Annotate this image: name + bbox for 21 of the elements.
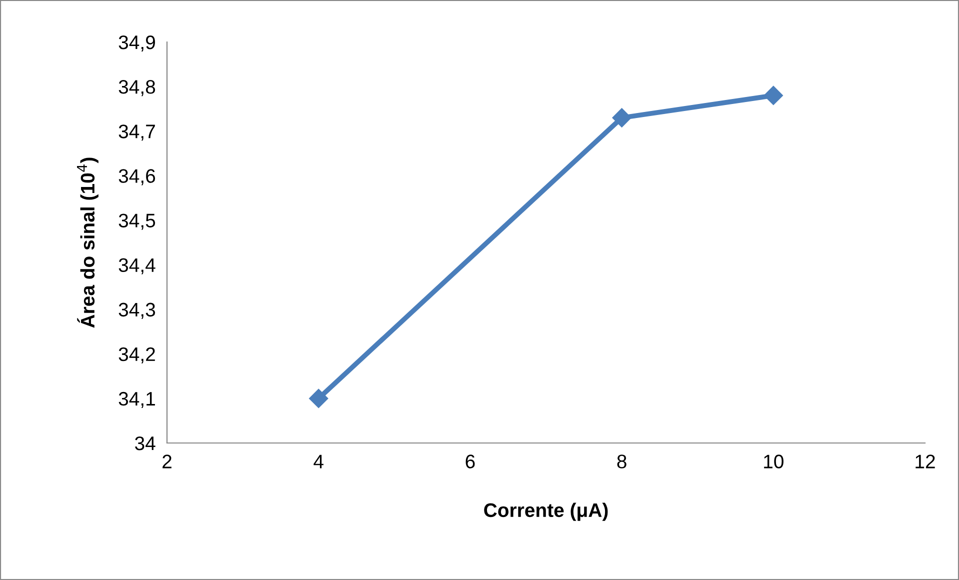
y-tick-label: 34,5 [118,214,156,230]
x-tick-label: 8 [617,454,626,468]
y-tick-label: 34 [135,436,156,450]
y-tick-label: 34,9 [118,35,155,52]
y-tick-label: 34,6 [118,169,156,186]
x-tick-label: 10 [764,454,784,468]
x-tick-label: 2 [162,454,172,468]
y-tick-label: 34,1 [118,392,155,408]
x-tick-label: 6 [466,454,475,468]
x-tick-label: 4 [314,454,324,468]
y-tick-label: 34,2 [118,347,155,364]
y-tick-label: 34,8 [118,80,156,96]
point [764,86,783,105]
x-axis-title: Corrente (μA) [484,502,608,521]
x-tick-label: 12 [916,454,935,468]
point [309,388,328,408]
y-tick-label: 34,3 [118,302,156,319]
y-tick-label: 34,7 [118,124,155,141]
point [612,108,632,128]
y-axis-title: Área do sinal (10$^{4}$) [77,158,98,328]
y-tick-label: 34,4 [118,258,156,274]
